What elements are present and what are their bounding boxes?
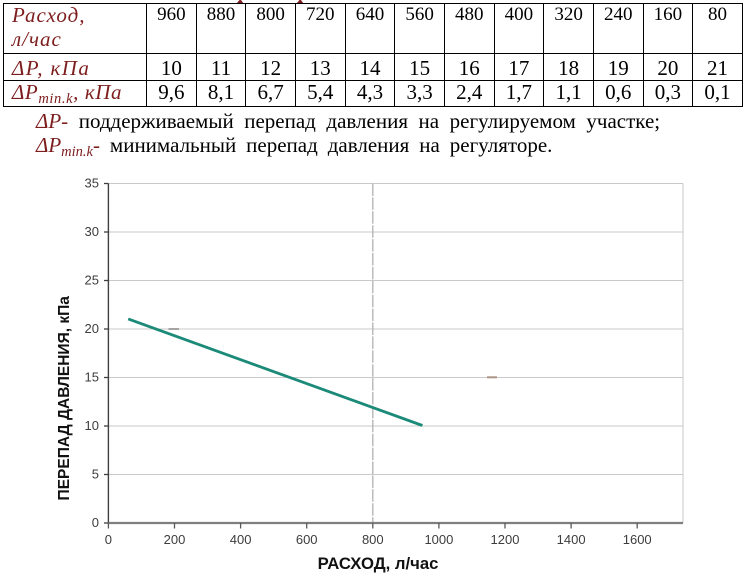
svg-text:30: 30 [85, 224, 99, 239]
svg-text:10: 10 [85, 418, 99, 433]
svg-text:800: 800 [362, 532, 384, 547]
svg-text:35: 35 [85, 175, 99, 190]
svg-text:ПЕРЕПАД ДАВЛЕНИЯ, кПа: ПЕРЕПАД ДАВЛЕНИЯ, кПа [56, 296, 73, 501]
svg-text:РАСХОД, л/час: РАСХОД, л/час [318, 554, 439, 573]
svg-text:0: 0 [105, 532, 112, 547]
svg-text:25: 25 [85, 272, 99, 287]
svg-text:400: 400 [230, 532, 252, 547]
svg-text:0: 0 [92, 515, 99, 530]
svg-text:1000: 1000 [424, 532, 453, 547]
svg-text:600: 600 [296, 532, 318, 547]
svg-text:1400: 1400 [557, 532, 586, 547]
svg-text:20: 20 [85, 321, 99, 336]
svg-text:5: 5 [92, 466, 99, 481]
svg-text:15: 15 [85, 369, 99, 384]
svg-text:200: 200 [164, 532, 186, 547]
svg-text:1200: 1200 [491, 532, 520, 547]
svg-text:1600: 1600 [623, 532, 652, 547]
